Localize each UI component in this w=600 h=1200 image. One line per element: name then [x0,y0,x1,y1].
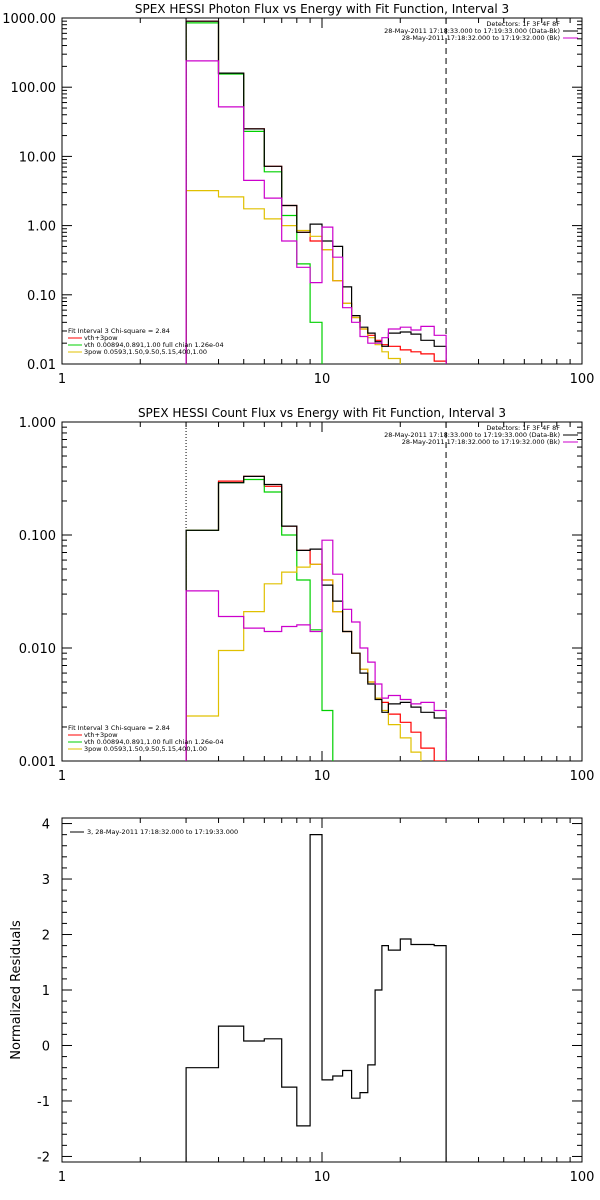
plot-area [185,20,447,364]
legend-bottom: Fit Interval 3 Chi-square = 2.84vth+3pow… [68,327,224,356]
y-tick-label: 2 [42,929,50,944]
legend-top-text: 28-May-2011 17:18:33.000 to 17:19:33.000… [384,431,560,439]
legend-bottom-text: Fit Interval 3 Chi-square = 2.84 [68,724,170,732]
series-3pow [185,190,401,364]
y-tick-label: 1000.00 [2,12,56,27]
legend-bottom-text: Fit Interval 3 Chi-square = 2.84 [68,327,170,335]
series-3-28-may-2011-17-18-32-000-to-17-19-33-000 [185,834,447,1162]
panel-3: 1 10 100 -2 -1 0 1 2 3 4 Normalized Residuals 3, 28… [9,817,595,1185]
y-axis-label: Normalized Residuals [9,920,24,1060]
legend-bottom-text: vth+3pow [84,731,118,739]
legend: 3, 28-May-2011 17:18:32.000 to 17:19:33.… [70,828,238,836]
y-tick-label: 0.10 [27,289,56,304]
y-tick-label: 0.100 [19,529,56,544]
series-3pow [185,563,422,761]
y-tick-label: 0.01 [27,358,56,373]
series-bk [185,539,447,761]
y-tick-label: 1 [42,984,50,999]
series-data-bk [185,475,447,761]
legend-top-text: 28-May-2011 17:18:32.000 to 17:19:32.000… [402,438,560,446]
x-tick-label: 100 [570,372,595,387]
y-tick-label: 1.00 [27,220,56,235]
legend-top-text: 28-May-2011 17:18:32.000 to 17:19:32.000… [402,34,560,42]
y-tick-label: 0.001 [19,755,56,770]
x-tick-label: 10 [314,372,331,387]
x-tick-label: 1 [58,1170,66,1185]
series-vth [185,478,334,761]
x-tick-label: 1 [58,372,66,387]
y-tick-label: 0 [42,1039,50,1054]
x-tick-label: 100 [570,1170,595,1185]
series-vth [185,22,323,364]
y-tick-label: -2 [37,1150,50,1165]
series-data-bk [185,20,447,364]
panel-1: SPEX HESSI Photon Flux vs Energy with Fi… [2,2,594,387]
panel-2: SPEX HESSI Count Flux vs Energy with Fit… [19,406,595,784]
legend-bottom-text: vth+3pow [84,334,118,342]
chart-title: SPEX HESSI Photon Flux vs Energy with Fi… [135,2,509,16]
plot-area [185,834,447,1162]
series-bk [185,60,447,364]
chart-title: SPEX HESSI Count Flux vs Energy with Fit… [138,406,506,420]
y-tick-label: -1 [37,1095,50,1110]
series-vth-3pow [185,475,447,761]
legend-top-text: 28-May-2011 17:18:33.000 to 17:19:33.000… [384,27,560,35]
legend-top-text: Detectors: 1F 3F 4F 8F [486,424,560,432]
x-tick-label: 10 [314,1170,331,1185]
y-tick-label: 10.00 [19,150,56,165]
y-tick-label: 1.000 [19,416,56,431]
x-tick-label: 10 [314,769,331,784]
y-tick-label: 100.00 [11,81,57,96]
y-tick-label: 0.010 [19,642,56,657]
plot-area [185,475,447,761]
legend-bottom-text: 3pow 0.0593,1.50,9.50,5.15,400,1.00 [84,348,207,356]
legend-bottom-text: vth 0.00894,0.891,1.00 full chian 1.26e-… [84,738,224,746]
legend-text: 3, 28-May-2011 17:18:32.000 to 17:19:33.… [87,828,238,836]
legend-bottom-text: vth 0.00894,0.891,1.00 full chian 1.26e-… [84,341,224,349]
y-tick-label: 3 [42,873,50,888]
legend-bottom-text: 3pow 0.0593,1.50,9.50,5.15,400,1.00 [84,745,207,753]
legend-bottom: Fit Interval 3 Chi-square = 2.84vth+3pow… [68,724,224,753]
y-tick-label: 4 [42,818,50,833]
x-tick-label: 100 [570,769,595,784]
x-tick-label: 1 [58,769,66,784]
plot-frame [61,17,583,365]
legend-top-text: Detectors: 1F 3F 4F 8F [486,20,560,28]
